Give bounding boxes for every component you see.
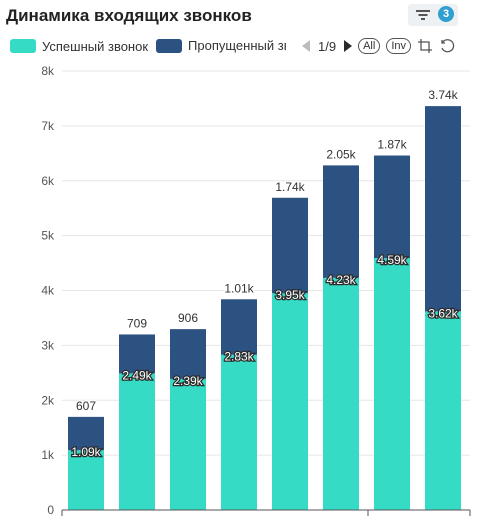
bar-segment-missed[interactable]	[68, 416, 104, 451]
legend-label-missed: Пропущенный звонок	[188, 38, 286, 53]
bar-segment-missed[interactable]	[221, 299, 257, 355]
bar-segment-missed[interactable]	[323, 165, 359, 278]
legend-swatch-success	[10, 39, 36, 53]
bar-segment-missed[interactable]	[170, 329, 206, 379]
y-tick-label: 0	[47, 503, 54, 516]
legend-invert-button[interactable]: Inv	[386, 38, 411, 54]
chart-legend: Успешный звонок Пропущенный звонок	[10, 36, 294, 56]
bar-segment-missed[interactable]	[425, 106, 461, 312]
legend-pagination: 1/9 All Inv	[302, 36, 455, 56]
y-tick-label: 8k	[41, 64, 55, 78]
y-tick-label: 1k	[41, 448, 55, 462]
data-label-missed: 1.01k	[224, 281, 254, 295]
data-label-missed: 906	[178, 311, 198, 325]
legend-select-all-button[interactable]: All	[358, 38, 381, 54]
filter-button[interactable]: 3	[408, 4, 458, 26]
filter-count-badge: 3	[438, 6, 454, 22]
bar-segment-missed[interactable]	[119, 334, 155, 374]
bar-segment-success[interactable]	[221, 354, 257, 510]
data-label-missed: 709	[127, 316, 147, 330]
filter-icon	[416, 9, 430, 21]
data-label-success: 3.62k	[428, 306, 458, 320]
legend-prev-icon[interactable]	[302, 40, 310, 52]
bar-segment-success[interactable]	[323, 277, 359, 510]
legend-item-missed[interactable]: Пропущенный звонок	[156, 37, 286, 55]
y-tick-label: 7k	[41, 119, 55, 133]
y-tick-label: 4k	[41, 284, 55, 298]
bar-segment-success[interactable]	[425, 311, 461, 510]
crop-icon[interactable]	[417, 38, 433, 54]
data-label-missed: 3.74k	[428, 88, 458, 102]
data-label-success: 4.59k	[377, 253, 407, 267]
bar-segment-missed[interactable]	[272, 197, 308, 294]
data-label-missed: 607	[76, 399, 96, 413]
y-tick-label: 3k	[41, 338, 55, 352]
bar-segment-success[interactable]	[68, 450, 104, 510]
y-tick-label: 2k	[41, 393, 55, 407]
data-label-success: 2.49k	[122, 368, 152, 382]
data-label-success: 3.95k	[275, 288, 305, 302]
bar-segment-success[interactable]	[272, 293, 308, 510]
bar-segment-success[interactable]	[119, 373, 155, 510]
bar-segment-missed[interactable]	[374, 155, 410, 259]
legend-label-success: Успешный звонок	[42, 38, 149, 54]
data-label-missed: 1.74k	[275, 180, 305, 194]
chart-title: Динамика входящих звонков	[6, 6, 252, 25]
legend-swatch-missed	[156, 39, 183, 53]
data-label-missed: 1.87k	[377, 138, 407, 152]
y-tick-label: 6k	[41, 174, 55, 188]
y-tick-label: 5k	[41, 229, 55, 243]
data-label-success: 4.23k	[326, 273, 356, 287]
data-label-missed: 2.05k	[326, 147, 356, 161]
bar-segment-success[interactable]	[170, 378, 206, 510]
legend-item-success[interactable]: Успешный звонок	[10, 39, 148, 54]
data-label-success: 2.39k	[173, 374, 203, 388]
bar-segment-success[interactable]	[374, 258, 410, 510]
legend-next-icon[interactable]	[344, 40, 353, 52]
legend-page-indicator: 1/9	[318, 38, 337, 54]
restore-icon[interactable]	[439, 38, 455, 54]
data-label-success: 1.09k	[71, 445, 101, 459]
data-label-success: 2.83k	[224, 350, 254, 364]
